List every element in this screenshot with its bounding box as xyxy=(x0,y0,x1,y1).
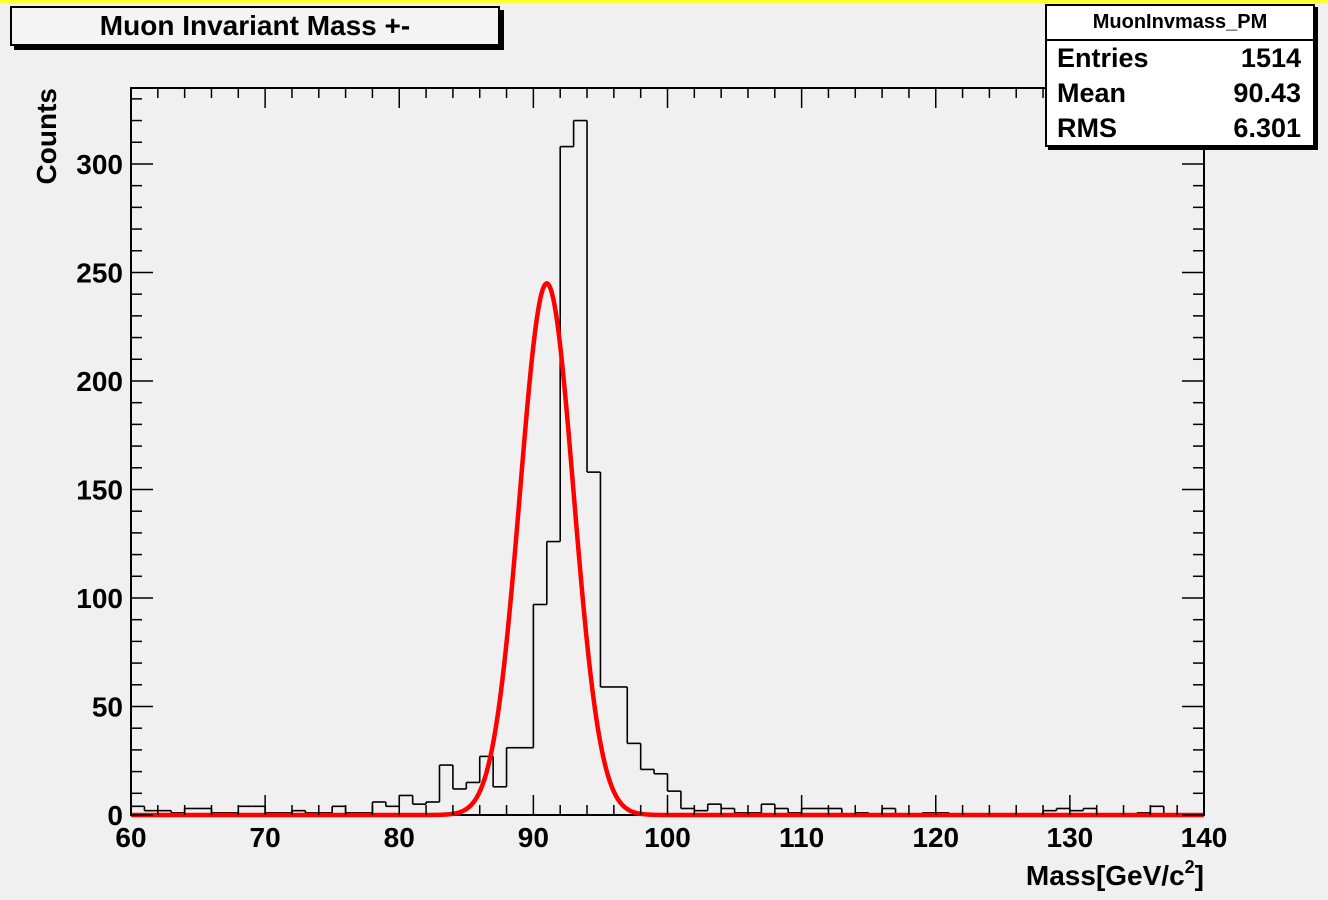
x-tick-label: 130 xyxy=(1047,822,1094,853)
stats-row-mean: Mean 90.43 xyxy=(1047,76,1313,111)
stats-row-entries: Entries 1514 xyxy=(1047,41,1313,76)
stats-label: RMS xyxy=(1057,113,1117,143)
y-tick-label: 300 xyxy=(76,149,123,180)
stats-label: Mean xyxy=(1057,78,1127,108)
x-tick-label: 90 xyxy=(518,822,549,853)
x-tick-label: 100 xyxy=(644,822,691,853)
stats-value: 1514 xyxy=(1240,43,1301,73)
x-tick-label: 110 xyxy=(779,822,824,853)
plot-frame xyxy=(130,87,1205,816)
y-tick-label: 150 xyxy=(76,474,123,505)
y-tick-label: 0 xyxy=(107,800,123,831)
y-tick-label: 250 xyxy=(76,257,123,288)
stats-row-rms: RMS 6.301 xyxy=(1047,111,1313,146)
y-tick-label: 200 xyxy=(76,366,123,397)
y-tick-label: 50 xyxy=(92,691,123,722)
x-tick-label: 60 xyxy=(115,822,146,853)
x-tick-label: 120 xyxy=(912,822,959,853)
x-axis-title-main: Mass[GeV/c xyxy=(1026,860,1185,891)
x-tick-label: 140 xyxy=(1181,822,1228,853)
stats-box: MuonInvmass_PM Entries 1514 Mean 90.43 R… xyxy=(1045,4,1315,147)
gaussian-fit-curve xyxy=(130,281,1205,818)
stats-label: Entries xyxy=(1057,43,1149,73)
chart-title: Muon Invariant Mass +- xyxy=(10,6,500,46)
y-tick-label: 100 xyxy=(76,583,123,614)
x-tick-label: 70 xyxy=(250,822,281,853)
x-axis-title-superscript: 2 xyxy=(1185,857,1195,877)
top-highlight-line xyxy=(0,0,1328,3)
stats-histogram-name: MuonInvmass_PM xyxy=(1047,6,1313,41)
stats-value: 6.301 xyxy=(1233,113,1301,143)
x-tick-label: 80 xyxy=(384,822,415,853)
x-axis-title: Mass[GeV/c2] xyxy=(1026,857,1204,891)
stats-value: 90.43 xyxy=(1233,78,1301,108)
y-axis-title: Counts xyxy=(31,88,62,184)
x-axis-title-close: ] xyxy=(1195,860,1204,891)
